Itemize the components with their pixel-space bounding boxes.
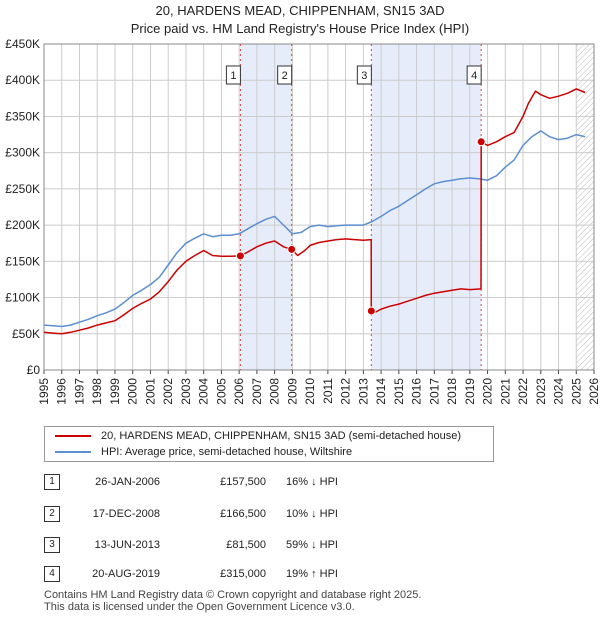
y-tick-label: £0 (27, 363, 41, 377)
sale-price: £315,000 (220, 568, 266, 580)
legend-label-property: 20, HARDENS MEAD, CHIPPENHAM, SN15 3AD (… (101, 430, 462, 442)
legend-label-hpi: HPI: Average price, semi-detached house,… (101, 446, 353, 458)
x-tick-label: 2020 (481, 378, 495, 405)
footer-line-2: This data is licensed under the Open Gov… (44, 601, 355, 613)
x-tick-label: 2012 (339, 378, 353, 405)
x-tick-label: 2004 (197, 378, 211, 405)
y-tick-label: £350K (5, 109, 40, 123)
x-tick-label: 1995 (37, 378, 51, 405)
x-tick-label: 2015 (392, 378, 406, 405)
sale-number: 4 (44, 566, 60, 582)
x-tick-label: 2002 (161, 378, 175, 405)
x-tick-label: 2003 (179, 378, 193, 405)
sale-marker-box (356, 65, 372, 85)
legend-swatch-hpi (55, 451, 91, 453)
sale-point (235, 251, 245, 261)
sale-hpi-diff: 16% ↓ HPI (286, 476, 338, 488)
x-tick-label: 2010 (303, 378, 317, 405)
sale-price: £81,500 (226, 539, 266, 551)
x-tick-label: 2016 (410, 378, 424, 405)
y-tick-label: £150K (5, 254, 40, 268)
sale-point (287, 244, 297, 254)
property-price-line (43, 88, 586, 335)
sale-row: 4 20-AUG-2019 £315,000 19% ↑ HPI (0, 564, 600, 584)
future-hatch (576, 44, 594, 370)
x-tick-label: 2006 (232, 378, 246, 405)
sale-price: £166,500 (220, 508, 266, 520)
sale-marker-box (225, 65, 241, 85)
x-tick-label: 2021 (498, 378, 512, 405)
sale-date: 13-JUN-2013 (94, 539, 160, 551)
x-tick-label: 2013 (356, 378, 370, 405)
sale-marker-box (466, 65, 482, 85)
x-tick-label: 2005 (214, 378, 228, 405)
x-tick-label: 2018 (445, 378, 459, 405)
sale-row: 1 26-JAN-2006 £157,500 16% ↓ HPI (0, 472, 600, 492)
sale-date: 17-DEC-2008 (92, 508, 160, 520)
footer-attribution: Contains HM Land Registry data © Crown c… (44, 589, 421, 613)
sale-number: 2 (44, 506, 60, 522)
x-tick-label: 2026 (587, 378, 600, 405)
x-tick-label: 2000 (126, 378, 140, 405)
sale-date: 26-JAN-2006 (95, 476, 160, 488)
sale-price: £157,500 (220, 476, 266, 488)
sale-hpi-diff: 10% ↓ HPI (286, 508, 338, 520)
y-tick-label: £200K (5, 218, 40, 232)
sale-hpi-diff: 59% ↓ HPI (286, 539, 338, 551)
chart-title: 20, HARDENS MEAD, CHIPPENHAM, SN15 3AD P… (0, 2, 600, 38)
y-tick-label: £250K (5, 182, 40, 196)
x-tick-label: 2008 (268, 378, 282, 405)
sale-date: 20-AUG-2019 (92, 568, 160, 580)
x-tick-label: 2009 (285, 378, 299, 405)
price-chart: £0 £50K £100K £150K £200K £250K £300K £350K £400… (5, 37, 600, 405)
x-tick-label: 1997 (72, 378, 86, 405)
x-tick-label: 2007 (250, 378, 264, 405)
y-tick-label: £450K (5, 37, 40, 51)
sale-point (366, 306, 376, 316)
x-tick-label: 1996 (55, 378, 69, 405)
chart-legend: 20, HARDENS MEAD, CHIPPENHAM, SN15 3AD (… (44, 426, 494, 462)
sale-marker-label: 2 (282, 70, 288, 82)
sale-number: 3 (44, 537, 60, 553)
x-tick-label: 1999 (108, 378, 122, 405)
shaded-period (240, 44, 292, 370)
sale-marker-label: 1 (230, 70, 236, 82)
footer-line-1: Contains HM Land Registry data © Crown c… (44, 589, 422, 601)
plot-border (43, 43, 595, 371)
sale-marker-box (277, 65, 293, 85)
x-tick-label: 1998 (90, 378, 104, 405)
plot-area (44, 44, 594, 370)
y-tick-label: £300K (5, 146, 40, 160)
sale-row: 2 17-DEC-2008 £166,500 10% ↓ HPI (0, 504, 600, 524)
x-tick-label: 2025 (569, 378, 583, 405)
title-line-2: Price paid vs. HM Land Registry's House … (130, 21, 470, 36)
x-tick-label: 2014 (374, 378, 388, 405)
sale-row: 3 13-JUN-2013 £81,500 59% ↓ HPI (0, 535, 600, 555)
title-line-1: 20, HARDENS MEAD, CHIPPENHAM, SN15 3AD (155, 3, 445, 18)
sale-number: 1 (44, 474, 60, 490)
sale-hpi-diff: 19% ↑ HPI (286, 568, 338, 580)
hpi-line (43, 130, 586, 328)
x-tick-label: 2011 (321, 378, 335, 404)
x-tick-label: 2019 (463, 378, 477, 405)
legend-swatch-property (55, 435, 91, 437)
y-tick-label: £400K (5, 73, 40, 87)
x-tick-label: 2001 (143, 378, 157, 405)
y-tick-label: £50K (12, 327, 40, 341)
sale-point (476, 137, 486, 147)
x-tick-label: 2023 (534, 378, 548, 405)
x-tick-label: 2017 (427, 378, 441, 405)
sale-marker-label: 3 (361, 70, 367, 82)
x-tick-label: 2024 (552, 378, 566, 405)
sale-marker-label: 4 (471, 70, 477, 82)
x-tick-label: 2022 (516, 378, 530, 405)
shaded-period (371, 44, 482, 370)
y-tick-label: £100K (5, 291, 40, 305)
